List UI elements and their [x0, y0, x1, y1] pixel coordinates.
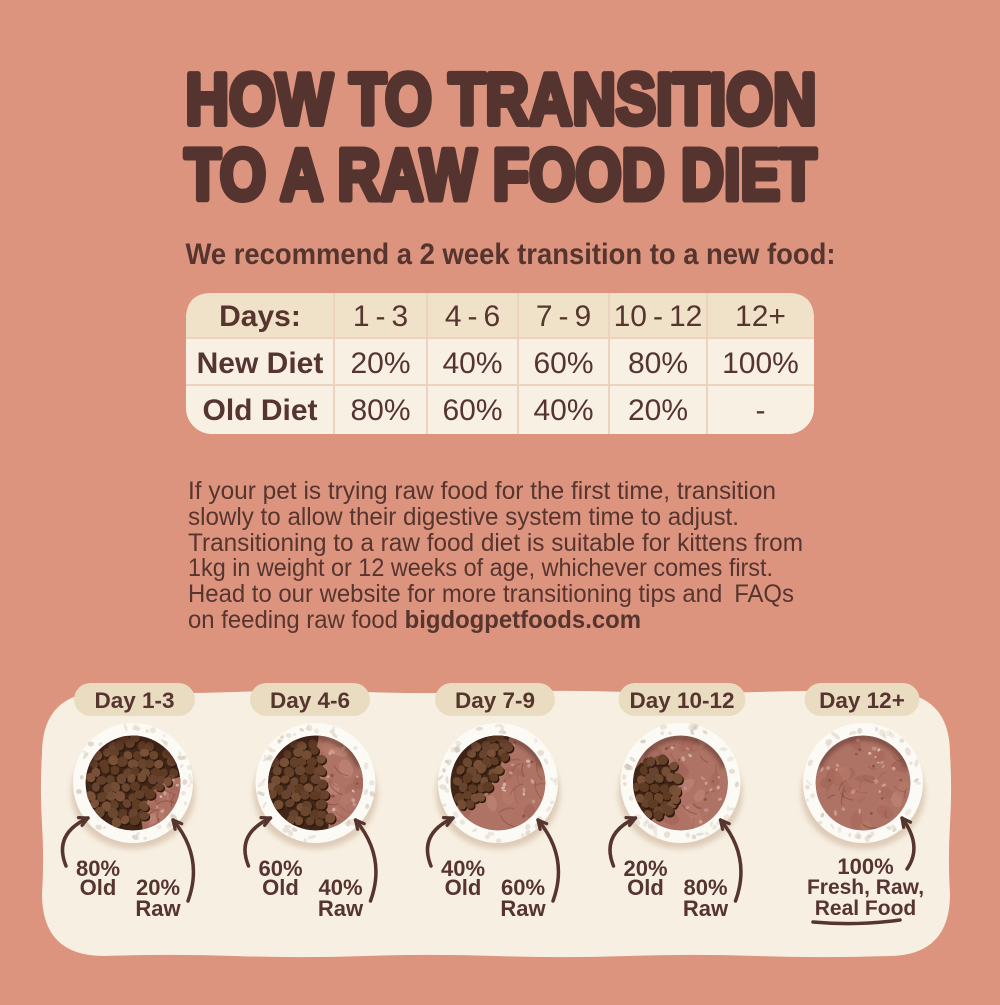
- svg-text:Raw: Raw: [318, 896, 364, 921]
- svg-text:100%: 100%: [722, 347, 799, 380]
- svg-text:Old: Old: [262, 875, 299, 900]
- svg-text:Old Diet: Old Diet: [202, 394, 317, 427]
- svg-text:Real Food: Real Food: [815, 897, 917, 920]
- svg-text:100%: 100%: [837, 854, 893, 879]
- svg-text:1 - 3: 1 - 3: [353, 300, 408, 333]
- svg-text:1kg in weight or 12 weeks of a: 1kg in weight or 12 weeks of age, whiche…: [188, 554, 773, 582]
- svg-text:Transitioning to a raw food di: Transitioning to a raw food diet is suit…: [188, 529, 803, 557]
- svg-text:80%: 80%: [350, 394, 410, 427]
- svg-text:40%: 40%: [442, 347, 502, 380]
- svg-text:20%: 20%: [350, 347, 410, 380]
- svg-text:60%: 60%: [501, 875, 545, 900]
- svg-text:40%: 40%: [441, 856, 485, 881]
- svg-text:Fresh, Raw,: Fresh, Raw,: [807, 876, 924, 899]
- svg-text:Old: Old: [627, 875, 664, 900]
- svg-text:12+: 12+: [735, 300, 786, 333]
- svg-text:Old: Old: [80, 875, 117, 900]
- svg-text:80%: 80%: [628, 347, 688, 380]
- svg-text:-: -: [756, 394, 766, 427]
- svg-text:TO A RAW FOOD DIET: TO A RAW FOOD DIET: [185, 135, 817, 216]
- svg-text:Day 1-3: Day 1-3: [94, 688, 174, 713]
- svg-text:80%: 80%: [683, 875, 727, 900]
- svg-text:Day 4-6: Day 4-6: [270, 688, 350, 713]
- svg-text:Old: Old: [445, 875, 482, 900]
- svg-text:slowly to allow their digestiv: slowly to allow their digestive system t…: [188, 503, 739, 531]
- svg-text:HOW TO TRANSITION: HOW TO TRANSITION: [186, 59, 817, 140]
- svg-text:40%: 40%: [533, 394, 593, 427]
- svg-text:We recommend a 2 week transiti: We recommend a 2 week transition to a ne…: [186, 238, 836, 271]
- svg-text:Raw: Raw: [683, 896, 729, 921]
- svg-text:60%: 60%: [258, 856, 302, 881]
- svg-text:60%: 60%: [533, 347, 593, 380]
- svg-text:New Diet: New Diet: [197, 347, 324, 380]
- svg-text:60%: 60%: [442, 394, 502, 427]
- svg-text:Days:: Days:: [219, 300, 301, 333]
- svg-text:80%: 80%: [76, 856, 120, 881]
- svg-text:20%: 20%: [623, 856, 667, 881]
- svg-text:10 - 12: 10 - 12: [614, 300, 703, 333]
- svg-text:Raw: Raw: [135, 896, 181, 921]
- svg-text:If your pet is trying raw food: If your pet is trying raw food for the f…: [188, 477, 776, 505]
- svg-text:Day 10-12: Day 10-12: [629, 688, 734, 713]
- svg-text:on feeding raw food bigdogpetf: on feeding raw food bigdogpetfoods.com: [188, 606, 641, 634]
- svg-text:7 - 9: 7 - 9: [536, 300, 591, 333]
- svg-text:4 - 6: 4 - 6: [445, 300, 500, 333]
- svg-text:20%: 20%: [628, 394, 688, 427]
- svg-text:Head to our website for more t: Head to our website for more transitioni…: [188, 580, 794, 608]
- svg-text:Raw: Raw: [500, 896, 546, 921]
- svg-text:Day 12+: Day 12+: [819, 688, 905, 713]
- svg-text:20%: 20%: [136, 875, 180, 900]
- svg-text:40%: 40%: [318, 875, 362, 900]
- svg-text:Day 7-9: Day 7-9: [455, 688, 535, 713]
